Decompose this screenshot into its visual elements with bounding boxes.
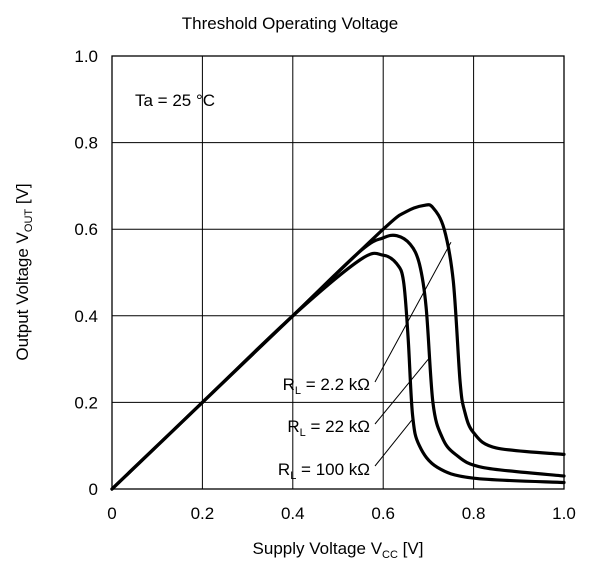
series-label-value: = 100 kΩ <box>296 460 370 479</box>
x-tick-label: 0.6 <box>371 504 395 523</box>
x-axis-label-unit: [V] <box>398 539 424 558</box>
y-tick-label: 1.0 <box>74 47 98 66</box>
series-label-3: RL = 100 kΩ <box>278 460 370 482</box>
y-tick-labels: 0 0.2 0.4 0.6 0.8 1.0 <box>74 47 98 499</box>
y-axis-label-sub: OUT <box>23 209 35 233</box>
series-line-1 <box>110 251 566 491</box>
leader-line-2 <box>374 358 429 425</box>
series-lines <box>110 203 566 491</box>
x-tick-label: 0.2 <box>191 504 215 523</box>
x-tick-label: 0.4 <box>281 504 305 523</box>
y-axis-label-unit: [V] <box>13 183 32 209</box>
series-label-value: = 22 kΩ <box>306 417 370 436</box>
temperature-annotation: Ta = 25 °C <box>135 91 215 110</box>
series-label-sub: L <box>295 385 301 397</box>
y-tick-label: 0 <box>89 480 98 499</box>
chart-title: Threshold Operating Voltage <box>182 14 398 33</box>
series-label-2: RL = 22 kΩ <box>287 417 370 439</box>
y-axis-label-main: Output Voltage V <box>13 231 32 360</box>
plot-area <box>111 55 565 490</box>
y-tick-label: 0.6 <box>74 220 98 239</box>
leader-line-1 <box>374 241 452 383</box>
y-tick-label: 0.8 <box>74 134 98 153</box>
y-tick-label: 0.4 <box>74 307 98 326</box>
x-tick-label: 0.8 <box>462 504 486 523</box>
x-tick-label: 0 <box>107 504 116 523</box>
x-axis-label-main: Supply Voltage V <box>253 539 383 558</box>
leader-line-3 <box>374 419 413 467</box>
y-axis-label: Output Voltage VOUT [V] <box>13 183 35 360</box>
series-label-sub: L <box>290 470 296 482</box>
y-tick-label: 0.2 <box>74 393 98 412</box>
series-label-r: R <box>283 375 295 394</box>
series-label-sub: L <box>300 427 306 439</box>
x-tick-labels: 0 0.2 0.4 0.6 0.8 1.0 <box>107 504 576 523</box>
x-tick-label: 1.0 <box>552 504 576 523</box>
series-label-1: RL = 2.2 kΩ <box>283 375 370 397</box>
series-label-value: = 2.2 kΩ <box>301 375 370 394</box>
series-label-r: R <box>287 417 299 436</box>
label-leader-lines <box>374 241 452 467</box>
x-axis-label-sub: CC <box>382 549 398 561</box>
x-axis-label: Supply Voltage VCC [V] <box>253 539 424 561</box>
series-line-3 <box>110 203 566 491</box>
series-label-r: R <box>278 460 290 479</box>
